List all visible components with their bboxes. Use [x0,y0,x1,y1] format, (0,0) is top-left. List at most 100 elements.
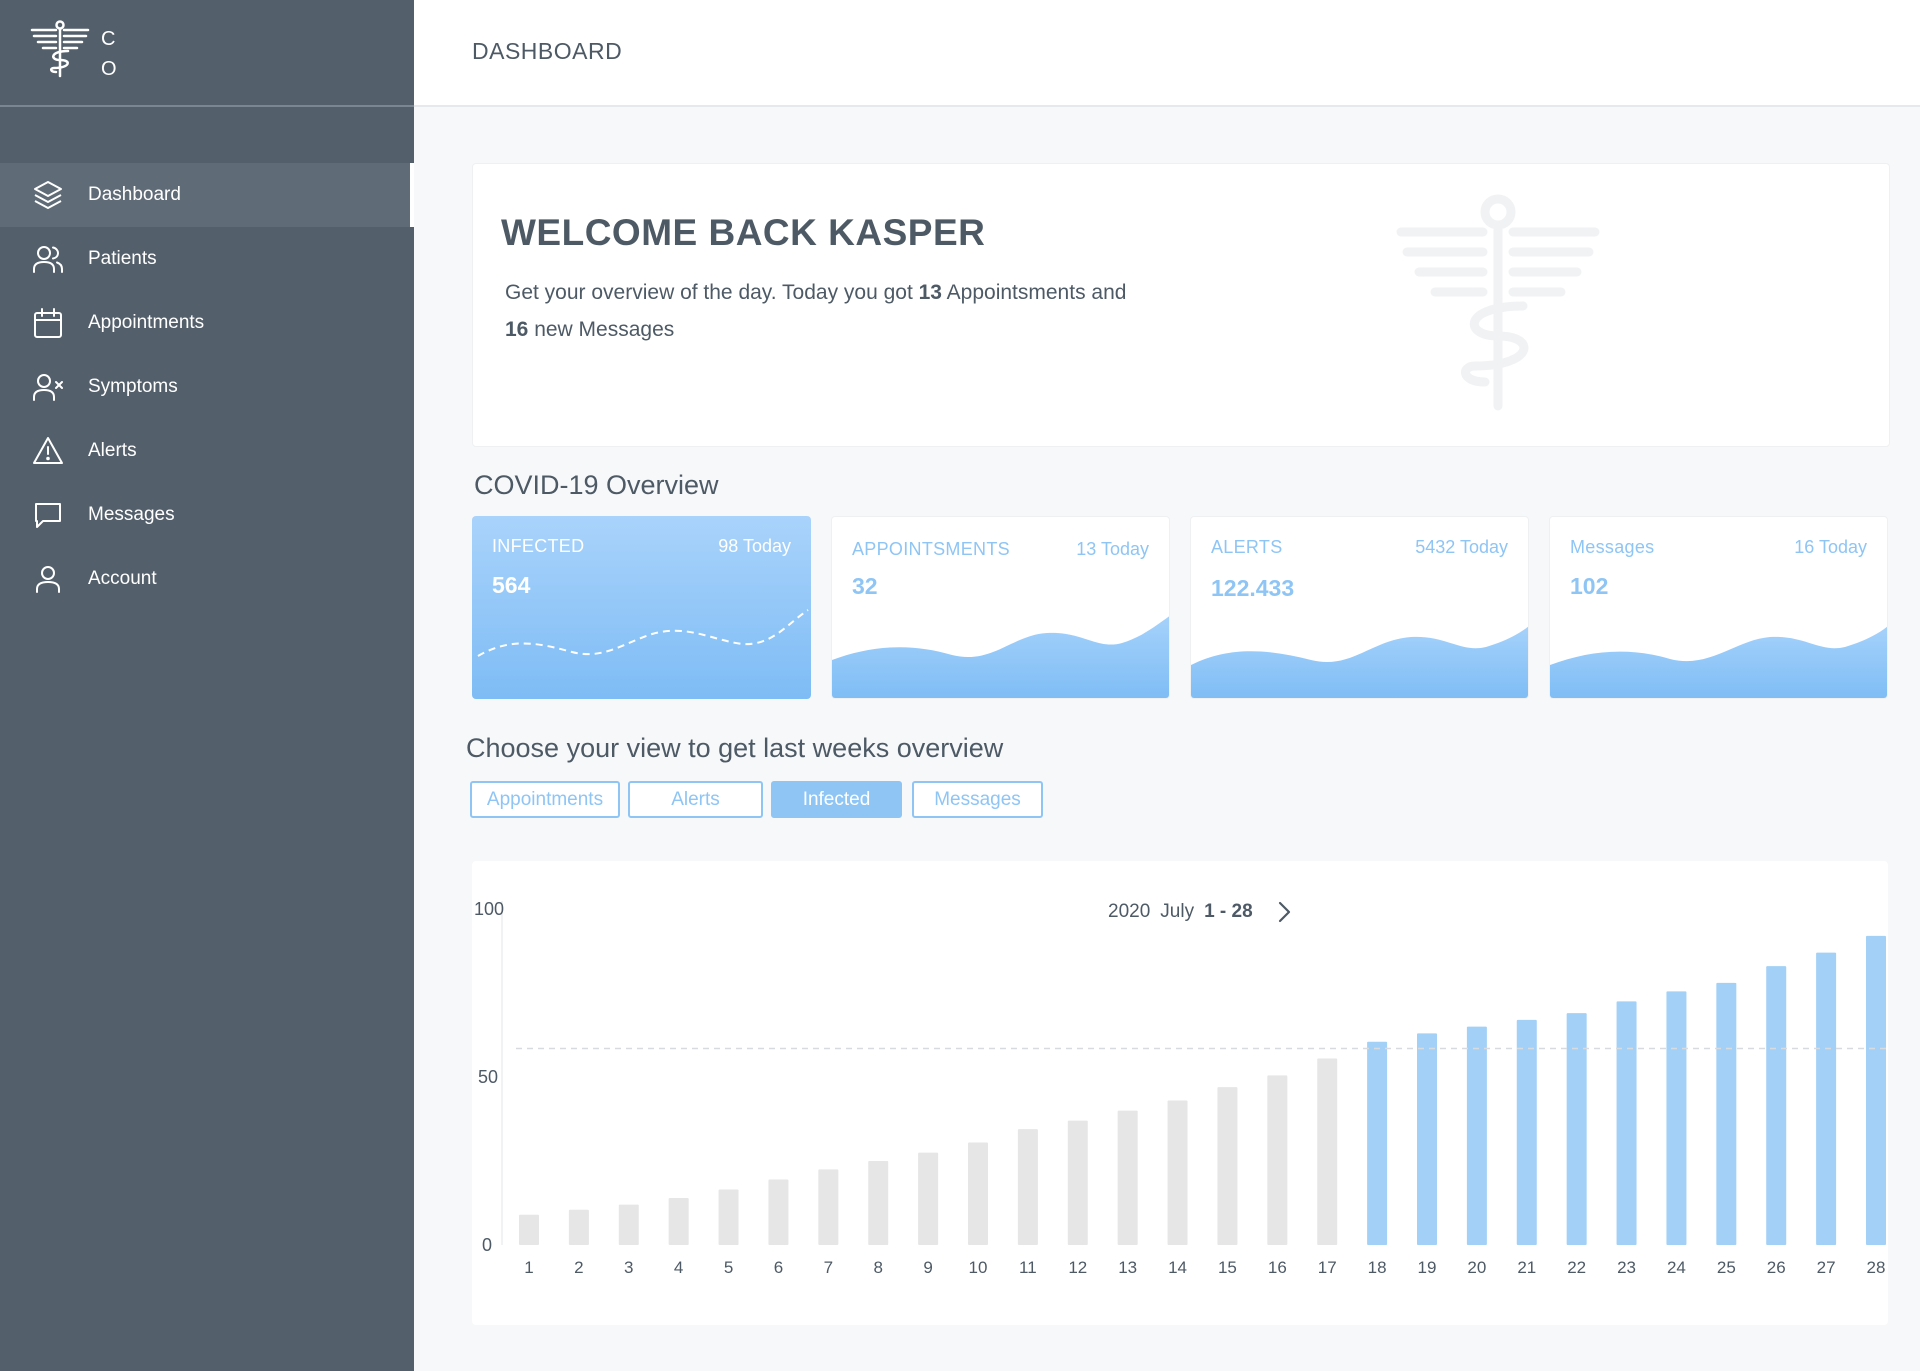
x-tick-label: 6 [774,1258,783,1277]
bar-day-19[interactable] [1417,1033,1437,1245]
stat-label: ALERTS [1211,537,1283,557]
x-tick-label: 12 [1068,1258,1087,1277]
bar-day-25[interactable] [1716,982,1737,1245]
bar-day-20[interactable] [1466,1026,1487,1245]
sidebar-item-appointments[interactable]: Appointments [0,291,414,355]
welcome-card: WELCOME BACK KASPER Get your overview of… [472,163,1890,447]
sidebar-item-label: Patients [88,248,157,269]
sidebar-item-symptoms[interactable]: Symptoms [0,355,414,419]
sidebar-item-label: Appointments [88,312,205,333]
bar-day-1[interactable] [519,1214,539,1245]
x-tick-label: 11 [1019,1258,1037,1277]
bar-day-21[interactable] [1516,1019,1537,1245]
bar-day-24[interactable] [1666,991,1687,1245]
chart-period: 2020 July 1 - 28 [1108,901,1301,923]
logo-letter-o: O [101,58,118,80]
sidebar-item-alerts[interactable]: Alerts [0,419,414,483]
bar-day-2[interactable] [568,1209,589,1245]
bar-day-18[interactable] [1367,1041,1388,1245]
bar-day-26[interactable] [1766,966,1787,1245]
x-tick-label: 1 [524,1258,533,1277]
bar-day-16[interactable] [1267,1075,1288,1245]
x-tick-label: 8 [873,1258,882,1277]
overview-title: COVID-19 Overview [474,470,719,500]
x-tick-label: 7 [824,1258,833,1277]
sidebar-nav: Dashboard Patients Appointments [0,163,414,611]
chevron-right-icon[interactable] [1277,901,1291,923]
x-tick-label: 5 [724,1258,733,1277]
bar-day-11[interactable] [1017,1129,1038,1245]
bar-day-3[interactable] [618,1204,639,1245]
x-tick-label: 17 [1318,1258,1337,1277]
sidebar-item-label: Symptoms [88,376,178,397]
stat-today: 16 Today [1794,537,1867,557]
bar-day-8[interactable] [868,1161,889,1245]
infected-trend-line [477,609,809,657]
stat-card-messages[interactable]: Messages 16 Today 102 [1549,516,1888,699]
bar-day-12[interactable] [1067,1120,1088,1245]
welcome-title: WELCOME BACK KASPER [501,212,986,253]
stat-card-infected[interactable]: INFECTED 98 Today 564 [472,516,811,699]
bar-day-28[interactable] [1866,935,1886,1245]
view-chooser-title: Choose your view to get last weeks overv… [466,733,1004,763]
x-tick-label: 19 [1418,1258,1437,1277]
stat-card-appointments[interactable]: APPOINTSMENTS 13 Today 32 [831,516,1170,699]
stat-card-alerts[interactable]: ALERTS 5432 Today 122.433 [1190,516,1529,699]
message-icon [35,503,61,528]
period-month: July [1160,901,1195,922]
x-tick-label: 14 [1168,1258,1187,1277]
welcome-line1-suffix: Appointsments and [941,281,1127,304]
bar-day-4[interactable] [668,1197,689,1245]
alerts-wave-chart [1191,626,1528,698]
x-tick-label: 15 [1218,1258,1237,1277]
stat-value: 32 [852,573,878,599]
bar-day-10[interactable] [968,1142,988,1245]
bar-day-14[interactable] [1167,1100,1188,1245]
x-tick-label: 9 [923,1258,932,1277]
bar-day-27[interactable] [1816,952,1837,1245]
bar-day-13[interactable] [1117,1110,1138,1245]
stat-label: INFECTED [492,536,585,556]
x-tick-label: 25 [1717,1258,1736,1277]
sidebar-item-label: Dashboard [88,184,181,205]
page-title: DASHBOARD [472,38,623,64]
bar-day-17[interactable] [1317,1058,1338,1245]
bar-day-5[interactable] [718,1189,739,1245]
sidebar-item-patients[interactable]: Patients [0,227,414,291]
view-button-infected[interactable]: Infected [771,781,902,818]
sidebar-item-label: Messages [88,504,175,525]
stat-label: APPOINTSMENTS [852,539,1010,559]
sidebar-item-account[interactable]: Account [0,547,414,611]
sidebar-item-messages[interactable]: Messages [0,483,414,547]
x-tick-label: 24 [1667,1258,1686,1277]
view-button-alerts[interactable]: Alerts [628,781,763,818]
view-button-appointments[interactable]: Appointments [470,781,620,818]
x-tick-label: 23 [1617,1258,1636,1277]
bar-day-22[interactable] [1566,1013,1587,1245]
x-tick-label: 28 [1867,1258,1886,1277]
view-button-messages[interactable]: Messages [912,781,1043,818]
user-x-icon [33,374,63,401]
x-tick-label: 4 [674,1258,683,1277]
logo-letter-c: C [101,28,117,50]
bar-day-15[interactable] [1217,1087,1238,1245]
alert-triangle-icon [33,437,63,464]
logo-text: C O [101,24,118,84]
infected-bar-chart: 0 50 100 1 2 3 4 5 6 7 8 9 10 11 12 13 14 15 16 17 18 19 20 21 2… [472,861,1888,1325]
x-tick-label: 26 [1767,1258,1786,1277]
users-icon [33,246,63,273]
sidebar-item-label: Account [88,568,157,589]
x-tick-label: 18 [1368,1258,1387,1277]
bar-day-6[interactable] [768,1179,789,1245]
appointments-wave-chart [832,616,1169,698]
bar-day-7[interactable] [818,1169,839,1245]
stat-value: 122.433 [1211,575,1295,601]
sidebar-item-dashboard[interactable]: Dashboard [0,163,414,227]
logo-area: C O [0,0,414,107]
bar-day-9[interactable] [918,1152,939,1245]
bar-day-23[interactable] [1616,1001,1637,1245]
caduceus-logo-icon[interactable] [30,20,90,78]
user-icon [36,566,60,593]
welcome-line1-prefix: Get your overview of the day. Today you … [505,281,919,304]
